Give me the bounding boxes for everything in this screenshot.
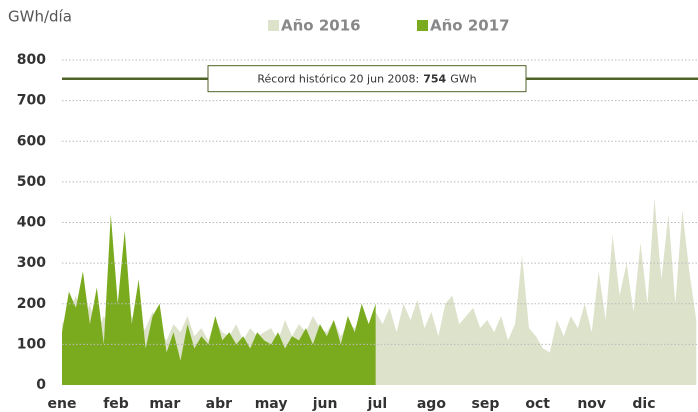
y-tick-label: 100 [17, 336, 46, 352]
annotation-unit: GWh [450, 73, 476, 86]
y-tick-label: 0 [36, 377, 46, 393]
y-tick-label: 200 [17, 296, 46, 312]
y-tick-label: 700 [17, 93, 46, 109]
x-tick-label: may [255, 396, 288, 412]
x-tick-label: mar [149, 396, 180, 412]
legend-swatch [417, 20, 428, 31]
y-tick-label: 600 [17, 133, 46, 149]
annotation-value: 754 [423, 73, 446, 86]
legend-label: Año 2017 [430, 17, 510, 35]
y-tick-label: 800 [17, 52, 46, 68]
area [62, 214, 376, 385]
y-tick-label: 500 [17, 174, 46, 190]
legend-swatch [268, 20, 279, 31]
x-tick-label: ene [48, 396, 77, 412]
x-tick-label: ago [417, 396, 446, 412]
annotation-box [207, 65, 527, 93]
annotation-label: Récord histórico 20 jun 2008: [257, 73, 419, 86]
x-tick-label: sep [471, 396, 499, 412]
x-tick-label: abr [206, 396, 232, 412]
x-tick-label: nov [577, 396, 606, 412]
y-tick-label: 300 [17, 255, 46, 271]
y-tick-label: 400 [17, 215, 46, 231]
legend-label: Año 2016 [281, 17, 361, 35]
annotation: Récord histórico 20 jun 2008: 754 GWh [257, 73, 476, 86]
x-tick-label: jun [312, 396, 338, 412]
x-tick-label: jul [367, 396, 388, 412]
x-tick-label: oct [525, 396, 550, 412]
x-tick-label: dic [632, 396, 655, 412]
y-axis-label: GWh/día [8, 8, 72, 26]
x-tick-label: feb [103, 396, 129, 412]
